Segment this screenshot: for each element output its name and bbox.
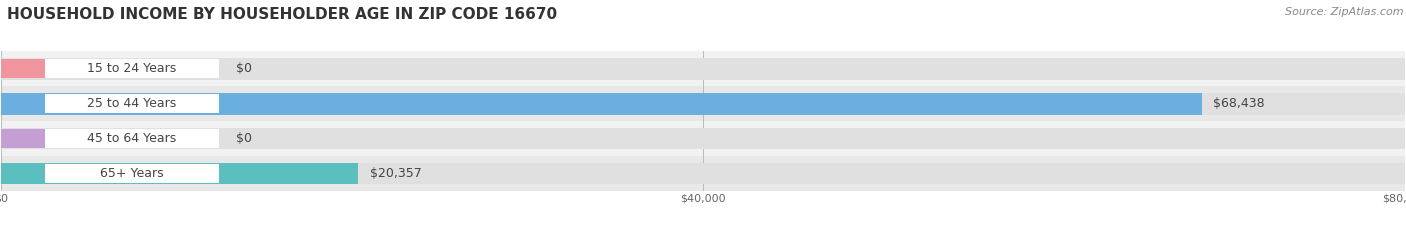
Text: 45 to 64 Years: 45 to 64 Years <box>87 132 177 145</box>
Text: Source: ZipAtlas.com: Source: ZipAtlas.com <box>1285 7 1403 17</box>
Text: $20,357: $20,357 <box>370 167 422 180</box>
Bar <box>1 121 1405 156</box>
Text: 65+ Years: 65+ Years <box>100 167 163 180</box>
Bar <box>1 93 1405 115</box>
Bar <box>1 164 45 183</box>
Bar <box>1 128 1405 150</box>
Bar <box>1 94 219 113</box>
Bar <box>1 129 219 148</box>
Bar <box>1 163 359 185</box>
Bar <box>1 93 1202 115</box>
Bar <box>1 58 1405 80</box>
Bar <box>1 156 1405 191</box>
Text: $68,438: $68,438 <box>1213 97 1264 110</box>
Bar <box>1 94 45 113</box>
Text: $0: $0 <box>236 62 252 75</box>
Bar <box>1 59 45 78</box>
Bar <box>1 86 1405 121</box>
Text: $0: $0 <box>236 132 252 145</box>
Bar <box>1 164 219 183</box>
Bar <box>1 59 219 78</box>
Bar <box>1 51 1405 86</box>
Bar <box>1 163 1405 185</box>
Text: 25 to 44 Years: 25 to 44 Years <box>87 97 177 110</box>
Bar <box>1 129 45 148</box>
Text: HOUSEHOLD INCOME BY HOUSEHOLDER AGE IN ZIP CODE 16670: HOUSEHOLD INCOME BY HOUSEHOLDER AGE IN Z… <box>7 7 557 22</box>
Text: 15 to 24 Years: 15 to 24 Years <box>87 62 177 75</box>
